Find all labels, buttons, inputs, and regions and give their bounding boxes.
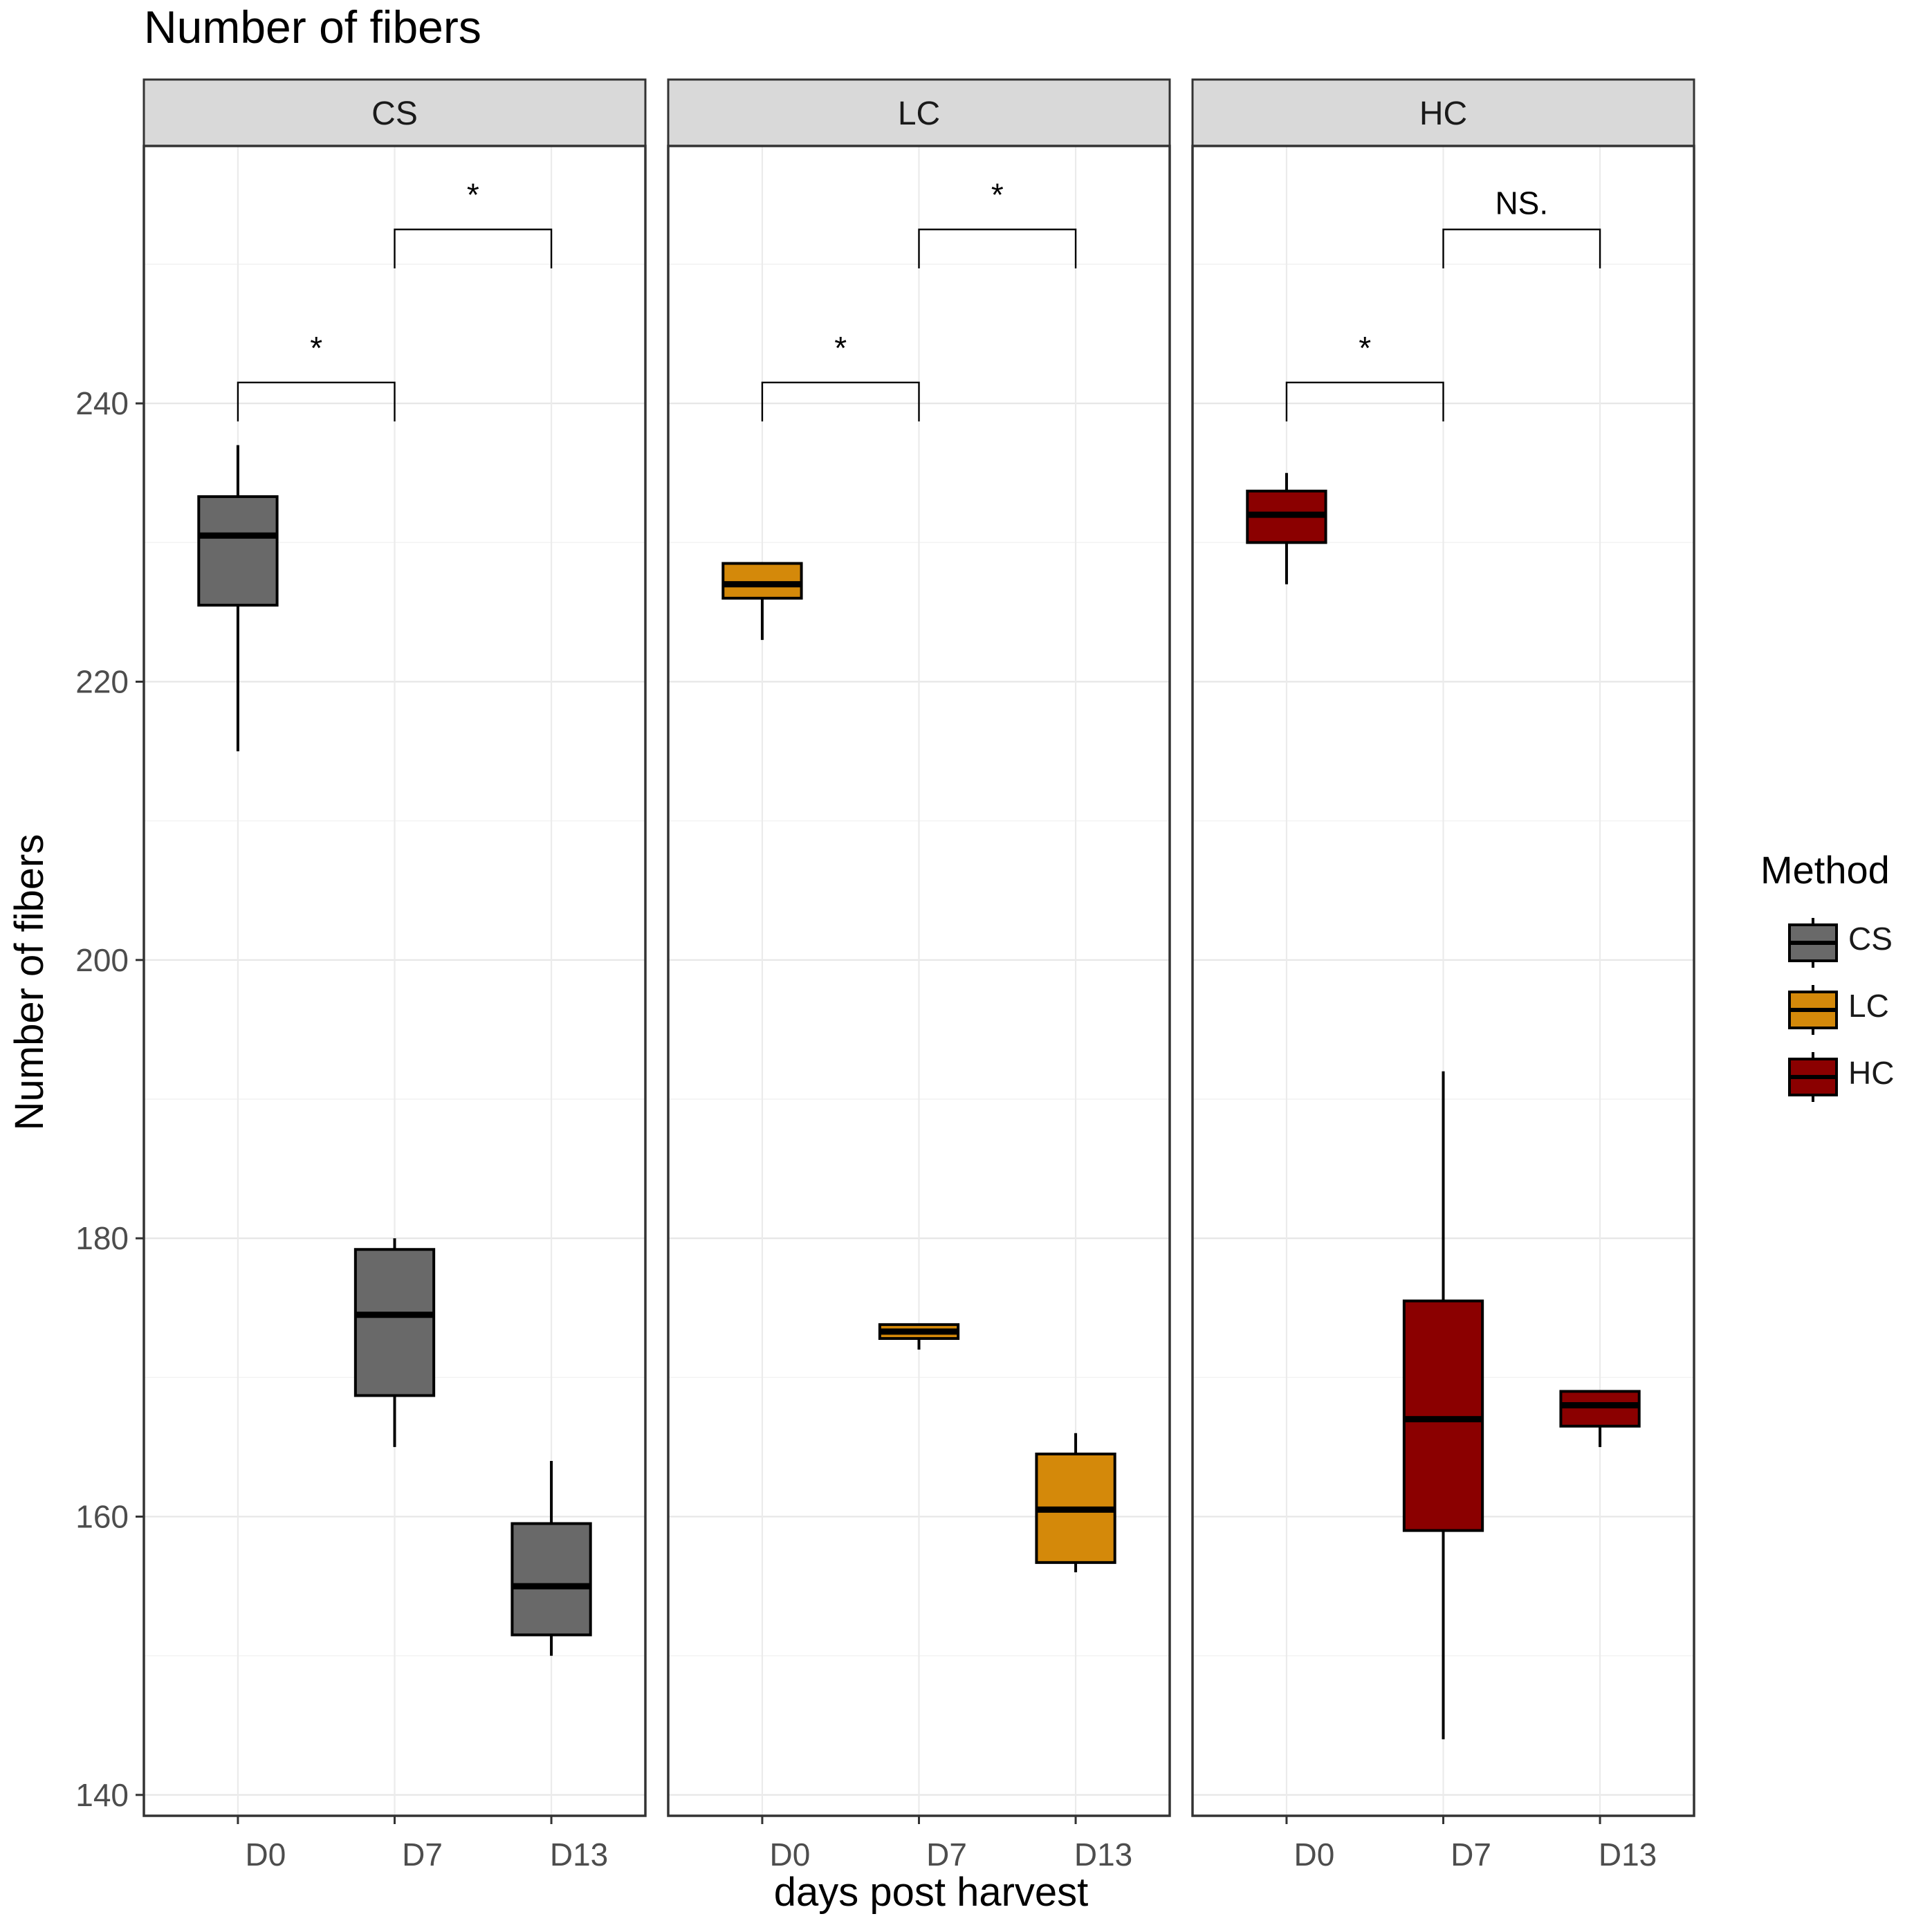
bracket-line [1442, 228, 1601, 269]
strip-label-hc: HC [1419, 95, 1467, 132]
box-cs-d13 [510, 1461, 592, 1656]
significance-bracket: * [761, 330, 920, 422]
box-iqr [353, 1248, 436, 1397]
bracket-line [237, 381, 396, 422]
box-hc-d0 [1246, 472, 1327, 585]
strip-background [142, 78, 647, 147]
significance-label: * [991, 177, 1004, 213]
panel-cs: CS * * D0 D7 D13 [142, 78, 647, 1873]
y-tick-label: 240 [75, 385, 129, 421]
x-axis-title: days post harvest [774, 1870, 1089, 1915]
facet-panels: CS * * D0 D7 D13 LC * * D0 D7 D13 HC * NS. D0 D7 D13 [142, 78, 1695, 1873]
significance-bracket: * [237, 330, 396, 422]
y-tick-label: 160 [75, 1498, 129, 1534]
box-lc-d0 [721, 562, 803, 641]
bracket-line [761, 381, 920, 422]
x-tick-label: D7 [402, 1837, 443, 1873]
strip-background [667, 78, 1171, 147]
strip-background [1191, 78, 1695, 147]
legend-label: LC [1848, 988, 1889, 1024]
significance-label: * [310, 330, 322, 366]
x-tick-label: D7 [1451, 1837, 1491, 1873]
significance-bracket: * [918, 177, 1077, 269]
box-iqr [510, 1522, 592, 1637]
bracket-line [918, 228, 1077, 269]
x-tick-label: D0 [1294, 1837, 1335, 1873]
legend: Method CS LC HC [1760, 848, 1894, 1102]
legend-item-cs: CS [1788, 918, 1893, 968]
box-iqr [1559, 1390, 1641, 1428]
significance-label: NS. [1495, 185, 1548, 221]
y-tick-label: 140 [75, 1777, 129, 1813]
y-tick-label: 200 [75, 942, 129, 978]
x-tick-label: D13 [1599, 1837, 1657, 1873]
y-tick-label: 180 [75, 1220, 129, 1256]
legend-title: Method [1760, 848, 1890, 892]
box-iqr [721, 562, 803, 600]
x-tick-label: D0 [246, 1837, 286, 1873]
box-cs-d0 [197, 445, 279, 752]
significance-label: * [834, 330, 847, 366]
box-hc-d13 [1559, 1390, 1641, 1447]
x-tick-label: D13 [1074, 1837, 1132, 1873]
strip-label-lc: LC [898, 95, 940, 132]
box-lc-d7 [878, 1323, 960, 1350]
box-iqr [1402, 1299, 1484, 1532]
significance-bracket: * [394, 177, 553, 269]
significance-bracket: * [1285, 330, 1444, 422]
significance-label: * [1359, 330, 1371, 366]
chart-title: Number of fibers [144, 1, 481, 53]
strip-label-cs: CS [371, 95, 418, 132]
significance-bracket: NS. [1442, 185, 1601, 269]
y-axis: 140 160 180 200 220 240 [75, 385, 144, 1813]
panel-hc: HC * NS. D0 D7 D13 [1191, 78, 1695, 1873]
x-tick-label: D7 [926, 1837, 967, 1873]
x-tick-label: D0 [770, 1837, 811, 1873]
bracket-line [1285, 381, 1444, 422]
box-hc-d7 [1402, 1071, 1484, 1740]
legend-item-lc: LC [1788, 985, 1889, 1035]
legend-label: CS [1848, 921, 1893, 957]
legend-label: HC [1848, 1055, 1894, 1091]
box-lc-d13 [1035, 1433, 1116, 1572]
significance-label: * [467, 177, 479, 213]
y-tick-label: 220 [75, 663, 129, 699]
x-tick-label: D13 [550, 1837, 608, 1873]
panel-lc: LC * * D0 D7 D13 [667, 78, 1171, 1873]
bracket-line [394, 228, 553, 269]
box-iqr [197, 495, 279, 607]
y-axis-title: Number of fibers [7, 834, 52, 1131]
box-cs-d7 [353, 1238, 436, 1447]
legend-item-hc: HC [1788, 1052, 1894, 1102]
